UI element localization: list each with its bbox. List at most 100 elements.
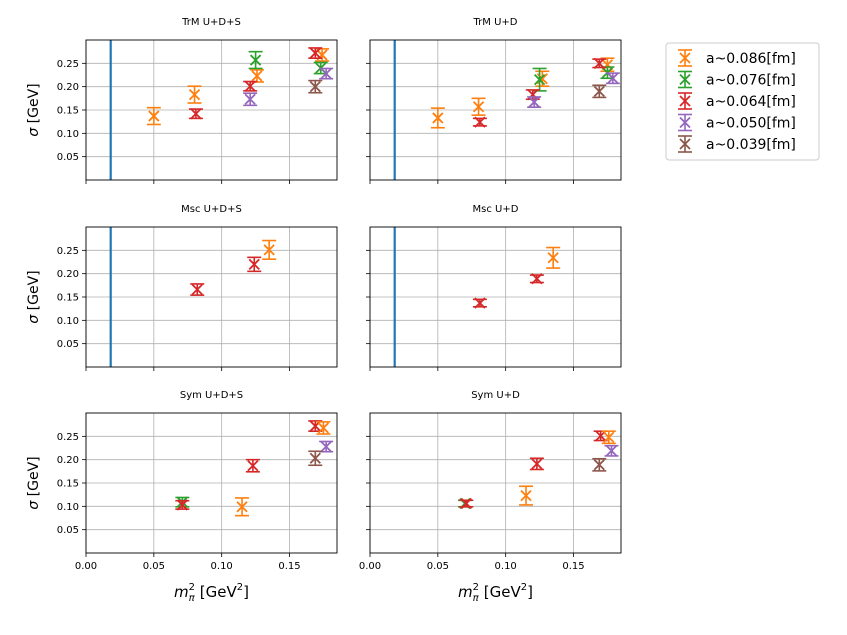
y-tick-label: 0.25 — [57, 59, 79, 70]
subplot-title: Msc U+D — [473, 204, 519, 215]
data-point — [245, 458, 260, 473]
x-marker — [472, 101, 485, 113]
y-tick-label: 0.05 — [57, 525, 79, 536]
subplot-4: Msc U+D — [366, 204, 622, 371]
x-axis-label: mπ2 [GeV2] — [174, 582, 249, 604]
data-point — [308, 450, 323, 467]
x-axis-label-part: ] — [243, 583, 249, 601]
x-marker — [317, 422, 330, 434]
x-marker — [251, 70, 263, 82]
x-axis-label-part: m — [458, 583, 473, 601]
data-point — [532, 67, 547, 92]
x-marker — [593, 57, 605, 69]
x-marker — [547, 252, 559, 264]
data-point — [146, 106, 161, 126]
data-point — [243, 92, 258, 107]
x-marker — [531, 458, 543, 470]
x-marker — [474, 116, 486, 128]
data-point — [592, 57, 607, 69]
x-axis-label-part: ] — [527, 583, 533, 601]
subplot-title: TrM U+D — [473, 17, 518, 28]
x-tick-label: 0.10 — [495, 561, 517, 572]
x-tick-label: 0.00 — [359, 561, 381, 572]
x-marker — [148, 110, 160, 122]
x-marker — [244, 80, 256, 92]
x-marker — [320, 67, 332, 80]
x-marker — [249, 54, 262, 66]
legend-label: a~0.050[fm] — [706, 116, 796, 132]
x-axis-label-part: 2 — [521, 582, 527, 593]
x-tick-label: 0.15 — [278, 561, 300, 572]
y-axis-label: σ [GeV] — [26, 456, 42, 509]
data-point — [187, 85, 202, 104]
legend-marker — [679, 138, 691, 150]
x-marker — [247, 460, 259, 472]
x-marker — [190, 108, 202, 120]
x-axis-label-part: π — [189, 593, 196, 604]
y-tick-label: 0.10 — [57, 502, 79, 513]
data-point — [527, 96, 542, 108]
legend-label: a~0.064[fm] — [706, 94, 796, 110]
legend-label: a~0.086[fm] — [706, 51, 796, 67]
x-tick-label: 0.15 — [562, 561, 584, 572]
data-point — [262, 239, 277, 261]
data-point — [319, 440, 334, 453]
data-point — [472, 116, 487, 128]
y-axis-label-symbol: σ — [26, 127, 42, 137]
legend-entry: a~0.086[fm] — [678, 49, 796, 67]
x-marker — [520, 489, 532, 502]
data-point — [592, 84, 607, 99]
x-marker — [603, 431, 615, 443]
data-point — [529, 273, 544, 285]
y-tick-label: 0.15 — [57, 106, 79, 117]
legend-entry: a~0.039[fm] — [678, 135, 796, 153]
subplot-title: Msc U+D+S — [181, 204, 242, 215]
data-point — [235, 497, 250, 517]
data-point — [519, 485, 534, 506]
legend-entry: a~0.064[fm] — [678, 92, 796, 110]
x-marker — [460, 497, 472, 510]
data-point — [529, 457, 544, 471]
x-axis-label-part: π — [473, 593, 480, 604]
data-point — [247, 256, 262, 273]
x-marker — [176, 499, 188, 511]
data-point — [249, 69, 264, 83]
data-point — [605, 72, 620, 85]
x-tick-label: 0.05 — [427, 561, 449, 572]
legend-entry: a~0.076[fm] — [678, 70, 796, 89]
x-marker — [191, 283, 203, 296]
data-point — [592, 457, 607, 472]
subplot-2: TrM U+D — [366, 17, 622, 184]
y-tick-label: 0.05 — [57, 152, 79, 163]
y-axis-label-unit: [GeV] — [26, 456, 42, 500]
y-tick-label: 0.15 — [57, 479, 79, 490]
x-marker — [236, 501, 248, 513]
x-tick-label: 0.00 — [75, 561, 97, 572]
legend-label: a~0.076[fm] — [706, 73, 796, 89]
y-tick-label: 0.25 — [57, 432, 79, 443]
data-point — [471, 97, 486, 116]
data-point — [601, 430, 616, 445]
subplot-title: Sym U+D — [471, 390, 520, 401]
legend-marker — [679, 116, 691, 129]
x-axis-label-part: [GeV — [195, 583, 237, 601]
legend: a~0.086[fm] a~0.076[fm] a~0.064[fm] a~0.050… — [665, 42, 820, 161]
x-axis-label: mπ2 [GeV2] — [458, 582, 533, 604]
x-axis-label-part: 2 — [473, 582, 479, 593]
x-marker — [533, 74, 546, 86]
subplot-6: Sym U+D 0.00 0.05 0.10 0.15 mπ2 [GeV2] — [359, 390, 622, 604]
x-marker — [309, 81, 321, 93]
x-marker — [320, 440, 332, 453]
data-point — [243, 80, 258, 92]
data-point — [430, 107, 445, 129]
data-point — [308, 79, 323, 94]
data-point — [188, 108, 203, 120]
y-tick-label: 0.20 — [57, 455, 79, 466]
subplot-3: Msc U+D+S 0.05 0.10 0.15 0.20 0.25 σ [GeV] — [26, 204, 338, 371]
y-tick-label: 0.05 — [57, 339, 79, 350]
data-point — [248, 50, 263, 70]
x-tick-label: 0.05 — [143, 561, 165, 572]
data-point — [472, 297, 487, 309]
x-marker — [309, 452, 321, 464]
